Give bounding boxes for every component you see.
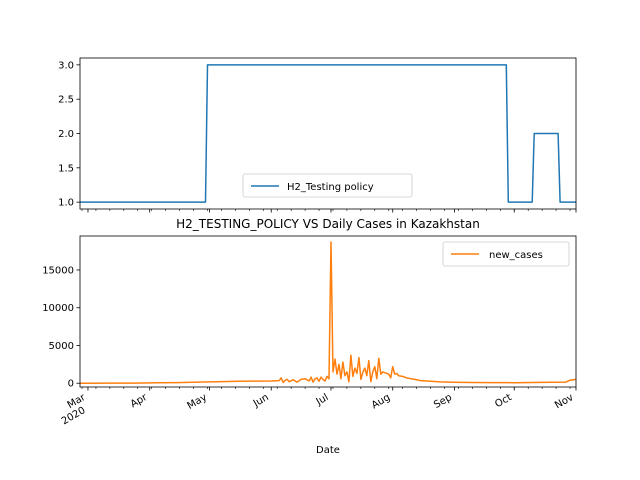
bottom-y-tick-label: 10000	[42, 303, 74, 314]
bottom-chart-title: H2_TESTING_POLICY VS Daily Cases in Kaza…	[176, 217, 480, 231]
bottom-legend: new_cases	[442, 241, 570, 267]
top-y-axis: 1.0 1.5 2.0 2.5 3.0	[58, 60, 80, 209]
top-series-layer	[80, 64, 576, 203]
bottom-chart: H2_TESTING_POLICY VS Daily Cases in Kaza…	[42, 217, 577, 456]
top-y-tick-label: 1.5	[58, 163, 74, 174]
bottom-x-tick-label: Oct	[493, 392, 514, 410]
bottom-y-tick-label: 5000	[49, 341, 74, 352]
bottom-plot-frame	[79, 235, 577, 388]
bottom-x-tick-label: Apr	[129, 392, 150, 411]
top-y-tick-label: 1.0	[58, 198, 74, 209]
bottom-legend-label: new_cases	[489, 250, 543, 261]
bottom-x-tick-label: Jun	[251, 392, 271, 410]
top-x-axis	[81, 209, 577, 213]
top-y-tick-label: 2.0	[58, 129, 74, 140]
bottom-x-tick-label: Aug	[370, 392, 392, 411]
bottom-y-axis: 0 5000 10000 15000	[42, 265, 80, 390]
bottom-series-line-0	[79, 241, 577, 384]
bottom-x-tick-label: Sep	[432, 392, 454, 411]
top-plot-frame	[79, 57, 577, 210]
bottom-x-tick-label: Nov	[553, 392, 575, 411]
top-legend: H2_Testing policy	[242, 173, 413, 198]
top-y-tick-label: 2.5	[58, 95, 74, 106]
bottom-x-axis-label: Date	[316, 445, 340, 456]
bottom-y-tick-label: 15000	[42, 265, 74, 276]
top-y-tick-label: 3.0	[58, 60, 74, 71]
bottom-series-layer	[79, 241, 577, 384]
top-series-line-0	[80, 64, 576, 203]
bottom-x-tick-label: Jul	[314, 392, 331, 408]
top-chart: 1.0 1.5 2.0 2.5 3.0 H2_Testing policy	[58, 57, 577, 213]
bottom-y-tick-label: 0	[68, 379, 74, 390]
top-legend-label: H2_Testing policy	[287, 182, 374, 193]
bottom-legend-box	[442, 241, 570, 267]
bottom-x-tick-label: May	[186, 392, 209, 412]
top-legend-box	[242, 173, 413, 198]
